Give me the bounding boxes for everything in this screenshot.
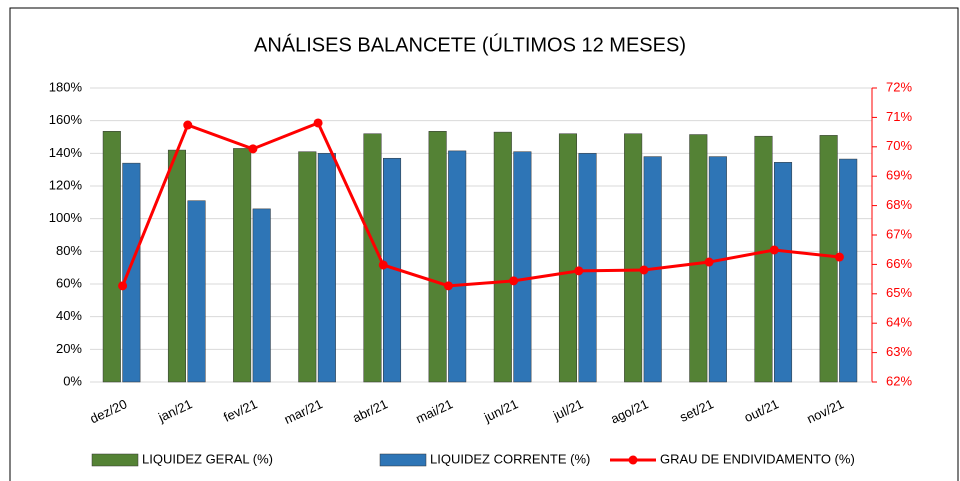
chart-title: ANÁLISES BALANCETE (ÚLTIMOS 12 MESES) [254,33,686,56]
line-marker [118,281,128,291]
x-tick-label: dez/20 [88,396,130,426]
bar [428,131,447,383]
x-tick-label: set/21 [677,396,715,425]
y2-tick-label: 65% [886,285,912,300]
bar [689,134,708,383]
line-marker [639,265,649,275]
bar [558,133,578,383]
y-tick-label: 100% [49,210,83,225]
line-marker [443,281,453,291]
y-tick-label: 20% [56,341,82,356]
x-tick-label: jan/21 [155,396,194,425]
line-marker [834,252,844,262]
x-tick-label: abr/21 [350,396,390,425]
legend-label: LIQUIDEZ GERAL (%) [142,451,273,466]
y-tick-label: 140% [49,145,83,160]
y-tick-label: 160% [49,112,83,127]
y-tick-label: 180% [49,79,83,94]
y2-tick-label: 62% [886,373,912,388]
legend-swatch [91,453,139,467]
bar [774,162,793,383]
y2-tick-label: 66% [886,256,912,271]
bar [233,148,252,383]
bar [187,200,206,383]
legend-label: LIQUIDEZ CORRENTE (%) [430,451,590,466]
bar [708,156,727,383]
y2-tick-label: 68% [886,197,912,212]
x-tick-label: fev/21 [221,396,259,425]
bar [167,149,186,383]
line-marker [574,266,584,276]
x-tick-label: jun/21 [481,396,520,425]
bar [448,150,467,383]
y-tick-label: 80% [56,243,82,258]
bar [493,131,512,383]
line-marker [183,120,193,130]
y2-tick-label: 64% [886,315,912,330]
bar [298,151,317,383]
x-tick-label: ago/21 [608,396,650,426]
y2-tick-label: 71% [886,109,912,124]
bar [624,133,643,383]
bar [122,162,141,383]
bar [513,151,532,383]
y2-tick-label: 70% [886,138,912,153]
bar [819,135,838,383]
x-tick-label: out/21 [742,396,781,425]
line [121,121,840,288]
legend-label: GRAU DE ENDIVIDAMENTO (%) [660,451,855,466]
frame [9,7,959,481]
legend-marker [628,455,638,465]
line-marker [509,276,519,286]
line-marker [248,144,258,154]
y-tick-label: 0% [63,373,82,388]
x-tick-label: mar/21 [282,396,325,427]
bar [754,135,773,383]
line-marker [769,245,779,255]
bar [252,208,271,383]
bar [102,131,121,383]
y-tick-label: 60% [56,275,82,290]
line-marker [313,118,323,128]
bar [317,153,336,383]
line-marker [704,257,714,267]
y2-tick-label: 69% [886,168,912,183]
y2-tick-label: 63% [886,344,912,359]
y2-tick-label: 72% [886,79,912,94]
x-tick-label: mai/21 [413,396,455,426]
bar [839,158,858,383]
x-tick-label: jul/21 [550,396,585,423]
y-tick-label: 40% [56,308,82,323]
legend-swatch [379,453,427,467]
line-marker [378,260,388,270]
y-tick-label: 120% [49,177,83,192]
y2-tick-label: 67% [886,226,912,241]
x-tick-label: nov/21 [804,396,846,426]
